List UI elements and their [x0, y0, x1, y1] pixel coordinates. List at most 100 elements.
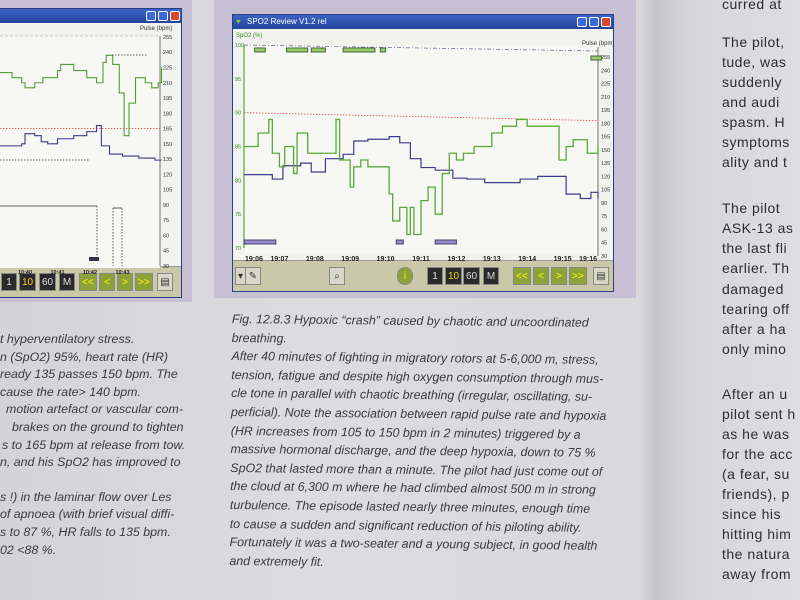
first-button[interactable]: <<: [79, 273, 97, 291]
time-tick-label: 19:15: [554, 256, 572, 263]
print-icon[interactable]: ▤: [593, 267, 609, 285]
zoom-10-button[interactable]: 10: [445, 267, 463, 285]
left-text-line: t hyperventilatory stress.: [0, 332, 135, 346]
zoom-1-button[interactable]: 1: [427, 267, 443, 285]
pulse-line: [244, 136, 599, 200]
last-button[interactable]: >>: [569, 267, 587, 285]
right-text-line: ality and t: [722, 154, 788, 170]
zoom-m-button[interactable]: M: [59, 273, 75, 291]
left-time-tick-label: 10:42: [83, 270, 97, 276]
left-pulse-tick-label: 60: [163, 233, 169, 239]
right-text-line: for the acc: [722, 446, 793, 462]
spo2-event-marker: [379, 47, 387, 53]
left-pulse-tick-label: 255: [163, 35, 172, 41]
first-button[interactable]: <<: [513, 267, 531, 285]
left-text-line: ready 135 passes 150 bpm. The: [0, 367, 178, 381]
right-text-line: damaged: [722, 281, 784, 297]
print-icon[interactable]: ▤: [157, 273, 173, 291]
spo2-event-marker: [342, 47, 376, 53]
left-pulse-tick-label: 240: [163, 50, 172, 56]
right-text-line: since his: [722, 506, 781, 522]
right-text-line: away from: [722, 566, 792, 582]
zoom-10-button[interactable]: 10: [19, 273, 37, 291]
spo2-tick-label: 95: [235, 77, 241, 83]
pulse-tick-label: 225: [601, 82, 610, 88]
right-text-line: after a ha: [722, 321, 787, 337]
left-pulse-tick-label: 195: [163, 96, 172, 102]
minimize-button[interactable]: [577, 17, 587, 27]
zoom-magnifier-icon[interactable]: ⌕: [329, 267, 345, 285]
left-pulse-tick-label: 120: [163, 172, 172, 178]
prev-button[interactable]: <: [99, 273, 115, 291]
threshold-line: [243, 112, 599, 122]
left-text-line: cause the rate> 140 bpm.: [0, 385, 141, 399]
pulse-tick-label: 90: [601, 201, 607, 207]
spo2-tick-label: 75: [235, 212, 241, 218]
time-tick-label: 19:09: [341, 256, 359, 263]
pulse-event-marker: [395, 239, 404, 245]
zoom-1-button[interactable]: 1: [1, 273, 17, 291]
review-toolbar: ▾ ✎ ⌕ i 1 10 60 M << < > >> ▤: [233, 260, 613, 291]
minimize-button[interactable]: [146, 11, 156, 21]
left-pulse-tick-label: 105: [163, 188, 172, 194]
spo2-tick-label: 70: [235, 246, 241, 252]
spo2-tick-label: 80: [235, 178, 241, 184]
pen-tool-icon[interactable]: ✎: [245, 267, 261, 285]
app-heart-icon: ♥: [236, 17, 241, 26]
right-text-line: as he was: [722, 426, 790, 442]
left-time-tick-label: 10:43: [115, 270, 129, 276]
time-tick-label: 19:08: [306, 256, 324, 263]
zoom-60-button[interactable]: 60: [463, 267, 481, 285]
pulse-tick-label: 195: [601, 108, 610, 114]
close-button[interactable]: [601, 17, 611, 27]
pulse-tick-label: 75: [601, 214, 607, 220]
pulse-tick-label: 30: [601, 254, 607, 260]
left-text-line: 02 <88 %.: [0, 543, 57, 557]
left-text-line: s to 87 %, HR falls to 135 bpm.: [0, 525, 171, 539]
pulse-tick-label: 210: [601, 95, 610, 101]
spo2-axis-title: SpO2 (%): [236, 33, 262, 39]
left-pulse-tick-label: 150: [163, 142, 172, 148]
time-tick-label: 19:10: [377, 256, 395, 263]
maximize-button[interactable]: [589, 17, 599, 27]
left-title-bar: [0, 9, 181, 23]
right-text-line: and audi: [722, 94, 780, 110]
left-text-line: s !) in the laminar flow over Les: [0, 490, 172, 504]
close-button[interactable]: [170, 11, 180, 21]
right-text-line: friends), p: [722, 486, 790, 502]
maximize-button[interactable]: [158, 11, 168, 21]
right-text-line: tearing off: [722, 301, 790, 317]
pulse-tick-label: 60: [601, 227, 607, 233]
spo2-tick-label: 90: [235, 111, 241, 117]
right-text-line: suddenly: [722, 74, 783, 90]
zoom-60-button[interactable]: 60: [39, 273, 57, 291]
next-button[interactable]: >: [117, 273, 133, 291]
info-button[interactable]: i: [397, 267, 413, 285]
right-text-line: The pilot,: [722, 34, 785, 50]
right-text-line: The pilot: [722, 200, 781, 216]
left-text-line: s to 165 bpm at release from tow.: [2, 438, 186, 452]
pulse-tick-label: 135: [601, 161, 610, 167]
time-tick-label: 19:06: [245, 256, 263, 263]
right-text-line: curred at: [722, 0, 782, 12]
pulse-tick-label: 45: [601, 241, 607, 247]
right-text-line: hitting him: [722, 526, 792, 542]
left-pulse-tick-label: 45: [163, 249, 169, 255]
pulse-tick-label: 165: [601, 135, 610, 141]
pulse-tick-label: 120: [601, 174, 610, 180]
spo2-tick-label: 85: [235, 145, 241, 151]
left-pulse-tick-label: 180: [163, 111, 172, 117]
caption-body-line: and extremely fit.: [229, 553, 324, 569]
left-pulse-line: [0, 124, 162, 161]
zoom-m-button[interactable]: M: [483, 267, 499, 285]
prev-button[interactable]: <: [533, 267, 549, 285]
top-dashdot-line: [243, 44, 599, 52]
time-tick-label: 19:13: [483, 256, 501, 263]
left-pulse-tick-label: 30: [163, 264, 169, 270]
left-chart: Pulse (bpm) A A C D E F G 25524022521019…: [0, 26, 172, 276]
next-button[interactable]: >: [551, 267, 567, 285]
right-text-line: (a fear, su: [722, 466, 790, 482]
last-button[interactable]: >>: [135, 273, 153, 291]
spo2-event-marker: [285, 47, 309, 53]
right-text-line: the last fli: [722, 240, 788, 256]
